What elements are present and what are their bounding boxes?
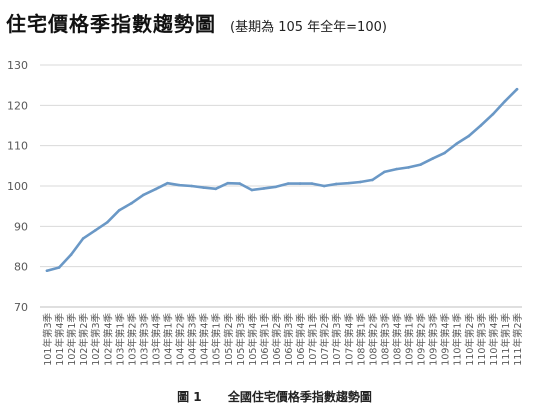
chart-subtitle: (基期為 105 年全年=100): [230, 20, 387, 35]
data-point: [298, 182, 302, 185]
x-tick-label: 103年第4季: [150, 313, 162, 366]
data-point: [178, 183, 181, 187]
x-tick-label: 108年第1季: [355, 313, 367, 366]
data-point: [346, 181, 350, 185]
data-point: [371, 178, 374, 182]
data-point: [322, 184, 326, 188]
x-tick-label: 103年第3季: [138, 313, 150, 366]
x-tick-label: 104年第4季: [199, 313, 211, 366]
data-point: [262, 187, 266, 190]
data-point: [57, 266, 61, 269]
caption-number: 圖 1: [177, 390, 202, 404]
data-point: [105, 221, 109, 224]
x-tick-label: 102年第2季: [78, 313, 90, 366]
x-tick-label: 106年第2季: [271, 313, 283, 366]
data-point: [479, 124, 483, 127]
data-point: [443, 151, 446, 155]
x-tick-label: 111年第1季: [500, 313, 512, 366]
x-tick-label: 106年第3季: [283, 313, 295, 366]
x-tick-label: 104年第2季: [175, 313, 187, 366]
data-point: [491, 112, 495, 116]
x-tick-label: 110年第2季: [464, 313, 476, 366]
x-tick-label: 101年第3季: [42, 313, 54, 366]
y-tick-label: 100: [7, 180, 28, 193]
y-tick-label: 110: [7, 140, 28, 153]
data-point: [515, 87, 519, 91]
figure-caption: 圖 1 全國住宅價格季指數趨勢圖: [0, 388, 549, 405]
data-point: [238, 182, 242, 185]
x-tick-label: 103年第2季: [126, 313, 138, 366]
x-tick-label: 107年第1季: [307, 313, 319, 366]
data-point: [407, 166, 410, 169]
x-tick-label: 106年第4季: [295, 313, 307, 366]
series-line-0: [45, 87, 519, 273]
data-point: [250, 188, 254, 192]
data-point: [467, 134, 471, 138]
data-point: [419, 163, 422, 166]
x-tick-label: 108年第2季: [367, 313, 379, 366]
data-point: [431, 157, 434, 160]
x-tick-label: 107年第2季: [319, 313, 331, 366]
data-point: [69, 253, 73, 256]
y-tick-label: 70: [14, 301, 28, 314]
chart-title: 住宅價格季指數趨勢圖: [6, 12, 216, 36]
data-point: [81, 237, 85, 240]
y-tick-label: 80: [14, 261, 28, 274]
data-point: [286, 182, 290, 185]
data-point: [118, 208, 121, 212]
data-point: [202, 186, 205, 189]
x-tick-label: 111年第2季: [512, 313, 524, 366]
x-tick-label: 102年第4季: [102, 313, 114, 366]
x-tick-label: 108年第3季: [379, 313, 391, 366]
data-point: [226, 181, 230, 185]
data-point: [503, 100, 507, 103]
data-point: [93, 229, 97, 232]
data-point: [154, 187, 157, 191]
data-point: [455, 142, 459, 145]
data-point: [214, 187, 218, 191]
x-tick-label: 103年第1季: [114, 313, 126, 366]
x-tick-label: 105年第2季: [223, 313, 235, 366]
data-point: [45, 269, 49, 273]
title-row: 住宅價格季指數趨勢圖 (基期為 105 年全年=100): [6, 8, 387, 37]
x-tick-label: 106年第1季: [259, 313, 271, 366]
data-point: [359, 180, 362, 184]
x-tick-label: 109年第3季: [428, 313, 440, 366]
x-tick-label: 110年第4季: [488, 313, 500, 366]
x-tick-label: 107年第3季: [331, 313, 343, 366]
data-point: [190, 184, 193, 188]
data-point: [310, 182, 314, 185]
data-point: [274, 185, 278, 189]
x-tick-label: 107年第4季: [343, 313, 355, 366]
data-point: [130, 202, 133, 205]
x-tick-label: 110年第1季: [452, 313, 464, 366]
x-tick-label: 105年第3季: [235, 313, 247, 366]
x-tick-label: 108年第4季: [391, 313, 403, 366]
data-point: [395, 167, 398, 171]
x-tick-label: 102年第3季: [90, 313, 102, 366]
x-tick-label: 105年第1季: [211, 313, 223, 366]
x-tick-label: 109年第1季: [404, 313, 416, 366]
y-tick-label: 130: [7, 59, 28, 72]
x-tick-label: 101年第4季: [54, 313, 66, 366]
y-tick-label: 90: [14, 220, 28, 233]
x-tick-label: 102年第1季: [66, 313, 78, 366]
x-tick-label: 110年第3季: [476, 313, 488, 366]
x-tick-label: 105年第4季: [247, 313, 259, 366]
data-point: [334, 182, 338, 186]
caption-text: 全國住宅價格季指數趨勢圖: [227, 390, 372, 404]
x-tick-label: 109年第2季: [416, 313, 428, 366]
y-tick-label: 120: [7, 99, 28, 112]
x-tick-label: 104年第3季: [187, 313, 199, 366]
x-tick-label: 104年第1季: [163, 313, 175, 366]
x-tick-label: 109年第4季: [440, 313, 452, 366]
data-point: [166, 181, 169, 185]
data-point: [142, 193, 145, 197]
data-point: [383, 170, 386, 174]
